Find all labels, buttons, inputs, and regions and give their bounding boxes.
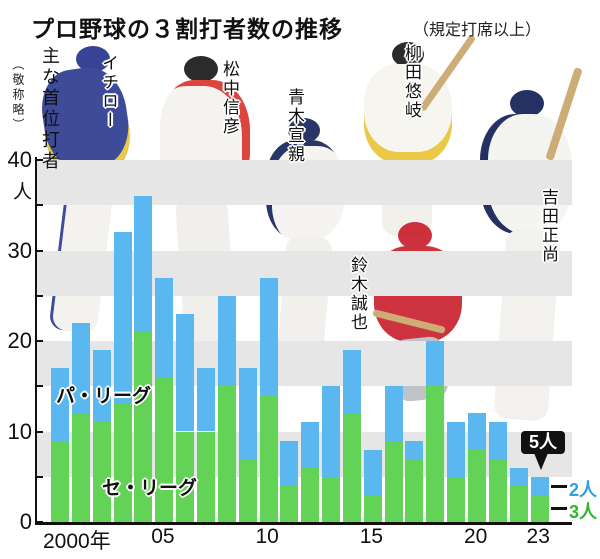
- bar-pacific-2018: [426, 341, 445, 387]
- bar-central-2015: [363, 494, 382, 522]
- y-axis-tick: [37, 294, 43, 297]
- bar-pacific-2014: [342, 350, 361, 414]
- bar-pacific-2001: [71, 322, 90, 414]
- player-name-yanagida: 柳田悠岐: [402, 44, 421, 120]
- helmet-icon: [288, 118, 320, 143]
- bar-pacific-2012: [301, 422, 320, 468]
- player-name-suzuki: 鈴木誠也: [348, 256, 367, 332]
- bar-central-2018: [426, 386, 445, 522]
- bar-central-2012: [301, 467, 320, 522]
- bar-central-2021: [488, 458, 507, 522]
- callout-pointer-icon: [534, 453, 548, 470]
- page-title: プロ野球の３割打者数の推移: [31, 16, 343, 42]
- y-axis-tick: [37, 521, 43, 523]
- y-axis-tick: [37, 340, 43, 342]
- callout-total-badge: 5人: [521, 431, 565, 454]
- player-name-matsunaka: 松中信彦: [220, 60, 239, 136]
- x-axis-label: 2000年: [43, 530, 111, 553]
- bar-pacific-2020: [468, 413, 486, 450]
- bar-pacific-2017: [405, 440, 424, 459]
- side-note-sub: （敬称略）: [11, 58, 25, 133]
- bar-pacific-2023: [530, 476, 549, 495]
- bar-central-2005: [155, 377, 174, 522]
- bar-pacific-2016: [384, 386, 403, 441]
- player-name-ichiro: イチロー: [99, 54, 118, 130]
- player-name-yoshida: 吉田正尚: [539, 188, 558, 264]
- count-label-pacific: 2人: [569, 480, 598, 500]
- side-note: 主な首位打者: [40, 46, 60, 172]
- bar-pacific-2002: [92, 350, 111, 423]
- bar-pacific-2021: [488, 422, 507, 459]
- y-axis-tick: [37, 204, 43, 207]
- bar-pacific-2006: [176, 313, 195, 432]
- y-axis-label: 40: [7, 147, 32, 172]
- bar-central-2008: [217, 386, 236, 522]
- bar-central-2007: [196, 431, 215, 522]
- grid-band: [36, 160, 572, 206]
- bar-central-2002: [92, 422, 111, 522]
- x-axis-label: 20: [464, 525, 488, 548]
- helmet-icon: [510, 90, 544, 117]
- bar-central-2022: [509, 485, 528, 522]
- y-axis-tick: [37, 430, 43, 433]
- bar-pacific-2009: [238, 368, 257, 459]
- bar-central-2010: [259, 395, 278, 522]
- bar-pacific-2007: [196, 368, 215, 432]
- bar-central-2009: [238, 458, 257, 522]
- bar-pacific-2011: [280, 440, 299, 486]
- bar-central-2020: [468, 449, 486, 522]
- player-name-aoki: 青木宣親: [285, 88, 304, 164]
- x-axis-label: 10: [255, 525, 279, 548]
- helmet-icon: [392, 42, 424, 67]
- x-axis-line: [35, 522, 572, 525]
- bar-pacific-2003: [113, 232, 132, 405]
- bar-pacific-2008: [217, 295, 236, 387]
- helmet-icon: [398, 222, 432, 249]
- bar-central-2023: [530, 494, 549, 522]
- player-photo-ichiro: [36, 44, 136, 335]
- x-axis-label: 23: [526, 525, 550, 548]
- bar-central-2014: [342, 413, 361, 522]
- bar-pacific-2022: [509, 467, 528, 486]
- title-note: （規定打席以上）: [413, 22, 542, 39]
- bar-central-2011: [280, 485, 299, 522]
- bar-central-2016: [384, 440, 403, 522]
- bar-central-2001: [71, 413, 90, 522]
- y-axis-label: 10: [7, 418, 32, 444]
- bar-pacific-2015: [363, 449, 382, 495]
- bar-pacific-2004: [134, 196, 153, 332]
- leader-line-pacific: [551, 485, 567, 488]
- bar-pacific-2010: [259, 277, 278, 396]
- y-axis-tick: [37, 159, 43, 161]
- y-axis-tick: [37, 249, 43, 252]
- bar-pacific-2013: [322, 386, 341, 477]
- series-label-pacific: パ・リーグ: [56, 386, 152, 407]
- bar-central-2019: [447, 476, 466, 522]
- bar-central-2003: [113, 404, 132, 522]
- x-axis-label: 15: [359, 525, 384, 548]
- y-axis-label: 30: [7, 237, 32, 263]
- bar-central-2000: [51, 440, 69, 522]
- bar-pacific-2019: [447, 422, 466, 477]
- y-axis-unit: 人: [12, 182, 32, 203]
- leader-line-central: [551, 507, 567, 510]
- y-axis-line: [35, 157, 37, 524]
- y-axis-label: 0: [19, 509, 32, 534]
- x-axis-label: 05: [151, 525, 175, 548]
- bar-central-2004: [134, 331, 153, 522]
- bar-central-2013: [322, 476, 341, 522]
- y-axis-label: 20: [7, 328, 32, 353]
- count-label-central: 3人: [569, 502, 598, 522]
- helmet-icon: [184, 56, 218, 82]
- y-axis-tick: [37, 475, 43, 478]
- bar-central-2006: [176, 431, 195, 522]
- series-label-central: セ・リーグ: [102, 478, 198, 499]
- bar-central-2017: [405, 458, 424, 522]
- bar-pacific-2000: [51, 368, 69, 441]
- bar-pacific-2005: [155, 277, 174, 378]
- y-axis-tick: [37, 385, 43, 388]
